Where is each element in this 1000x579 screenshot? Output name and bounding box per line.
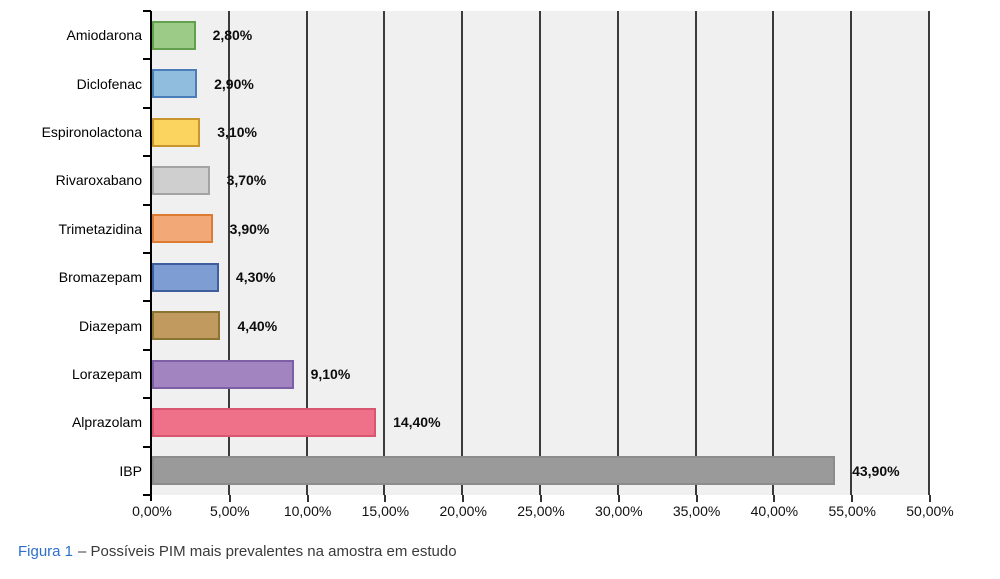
- x-axis-tick: [851, 495, 854, 502]
- category-label: Rivaroxabano: [55, 172, 142, 189]
- bar: [152, 359, 294, 389]
- bar-value-label: 14,40%: [393, 414, 441, 431]
- y-axis-line: [150, 11, 152, 501]
- category-label: Espironolactona: [41, 123, 142, 140]
- x-tick-label: 25,00%: [517, 503, 565, 519]
- x-axis-tick: [540, 495, 542, 502]
- bar-value-label: 3,10%: [217, 124, 257, 140]
- gridline: [928, 11, 930, 495]
- x-axis-tick: [695, 495, 698, 502]
- gridline: [850, 11, 853, 495]
- category-label: Diazepam: [78, 317, 142, 334]
- gridline: [694, 11, 697, 495]
- x-tick-label: 55,00%: [828, 503, 876, 519]
- y-axis-tick: [143, 106, 151, 109]
- x-tick-label: 15,00%: [361, 503, 410, 519]
- x-axis-tick: [306, 495, 309, 502]
- bar-value-label: 9,10%: [310, 366, 351, 382]
- x-tick-label: 10,00%: [283, 503, 332, 519]
- x-tick-label: 5,00%: [209, 503, 250, 519]
- x-tick-label: 30,00%: [595, 503, 643, 519]
- gridline: [539, 11, 541, 495]
- y-axis-tick: [143, 300, 151, 303]
- x-tick-label: 20,00%: [439, 503, 487, 519]
- y-axis-tick: [143, 203, 151, 206]
- x-tick-label: 40,00%: [750, 503, 799, 519]
- x-axis-tick: [228, 495, 231, 502]
- bar: [152, 407, 377, 437]
- caption-text: – Possíveis PIM mais prevalentes na amos…: [78, 543, 457, 560]
- x-axis-tick: [462, 495, 465, 502]
- gridline: [305, 11, 308, 495]
- bar-value-label: 4,30%: [235, 269, 276, 286]
- y-axis-tick: [143, 58, 151, 61]
- category-label: Alprazolam: [71, 414, 142, 431]
- x-axis-tick: [773, 495, 776, 502]
- caption-label: Figura 1: [18, 543, 74, 560]
- figure-caption: Figura 1– Possíveis PIM mais prevalentes…: [18, 543, 457, 560]
- bar: [152, 165, 210, 195]
- plot-area: 2,80% 2,90% 3,10% 3,70% 3,90% 4,30% 4,40% 9,10%…: [152, 11, 930, 495]
- gridline: [461, 11, 464, 495]
- x-axis-tick: [929, 495, 931, 502]
- category-label: Bromazepam: [58, 269, 142, 286]
- y-axis-tick: [143, 10, 151, 12]
- category-label: Diclofenac: [76, 75, 142, 92]
- category-label: Lorazepam: [71, 365, 142, 382]
- bar: [152, 262, 219, 292]
- bar-value-label: 4,40%: [237, 317, 278, 334]
- x-axis-tick: [384, 495, 387, 502]
- x-axis-tick: [617, 495, 620, 502]
- gridline: [772, 11, 775, 495]
- bar: [152, 456, 836, 486]
- bar-value-label: 43,90%: [852, 462, 900, 479]
- bar-value-label: 2,90%: [214, 75, 254, 92]
- y-axis-tick: [143, 348, 151, 351]
- bar: [152, 20, 196, 50]
- bar: [152, 214, 213, 244]
- bar-value-label: 2,80%: [212, 27, 253, 44]
- category-label: Amiodarona: [66, 27, 143, 44]
- bar: [152, 69, 198, 99]
- gridline: [227, 11, 230, 495]
- bar: [152, 117, 201, 147]
- y-axis-tick: [143, 397, 151, 400]
- category-label: Trimetazidina: [58, 220, 142, 237]
- y-axis-tick: [143, 494, 151, 496]
- y-axis-tick: [143, 155, 151, 158]
- x-tick-label: 50,00%: [906, 503, 954, 519]
- category-label: IBP: [119, 462, 142, 479]
- gridline: [383, 11, 386, 495]
- bar-value-label: 3,70%: [226, 172, 267, 189]
- x-tick-label: 35,00%: [672, 503, 721, 519]
- x-tick-label: 0,00%: [132, 503, 172, 519]
- bar: [152, 311, 221, 341]
- y-axis-tick: [143, 445, 151, 448]
- bar-value-label: 3,90%: [229, 220, 270, 237]
- gridline: [616, 11, 619, 495]
- y-axis-tick: [143, 252, 151, 254]
